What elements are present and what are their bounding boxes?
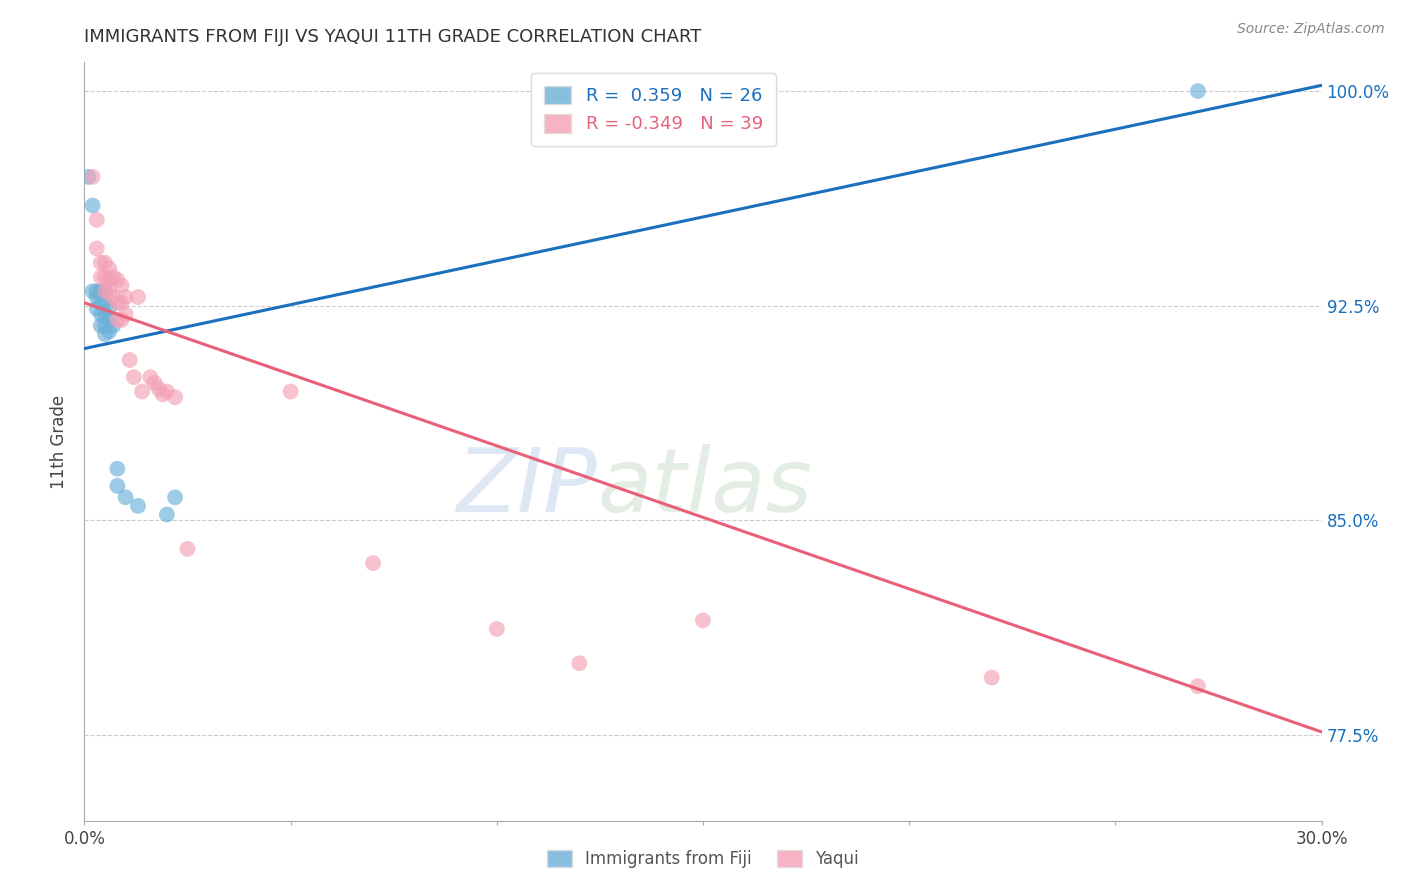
Point [1187,84,1209,98]
Point [152,387,174,401]
Text: IMMIGRANTS FROM FIJI VS YAQUI 11TH GRADE CORRELATION CHART: IMMIGRANTS FROM FIJI VS YAQUI 11TH GRADE… [84,28,702,45]
Point [103,318,125,333]
Point [105,295,128,310]
Point [361,556,384,570]
Point [139,370,162,384]
Point [143,376,166,390]
Point [105,461,128,475]
Point [90,318,112,333]
Point [86,285,108,299]
Point [98,313,121,327]
Point [568,657,591,671]
Point [90,270,112,285]
Point [1187,679,1209,693]
Point [105,479,128,493]
Point [82,285,104,299]
Point [94,256,117,270]
Point [90,307,112,321]
Point [86,212,108,227]
Point [127,499,149,513]
Point [86,241,108,255]
Point [110,313,132,327]
Legend: Immigrants from Fiji, Yaqui: Immigrants from Fiji, Yaqui [540,843,866,875]
Point [94,285,117,299]
Point [110,278,132,293]
Point [165,491,187,505]
Point [148,382,170,396]
Point [118,353,141,368]
Point [98,273,121,287]
Point [103,290,125,304]
Point [131,384,153,399]
Text: ZIP: ZIP [457,444,598,530]
Text: atlas: atlas [598,444,813,530]
Point [105,273,128,287]
Point [692,613,714,627]
Point [86,301,108,316]
Point [114,307,136,321]
Point [82,169,104,184]
Point [485,622,508,636]
Point [280,384,302,399]
Y-axis label: 11th Grade: 11th Grade [51,394,69,489]
Point [94,318,117,333]
Point [110,295,132,310]
Point [94,295,117,310]
Point [90,285,112,299]
Point [114,290,136,304]
Legend: R =  0.359   N = 26, R = -0.349   N = 39: R = 0.359 N = 26, R = -0.349 N = 39 [531,73,776,146]
Point [127,290,149,304]
Point [94,307,117,321]
Point [94,327,117,342]
Point [156,384,179,399]
Point [98,301,121,316]
Point [86,290,108,304]
Point [114,491,136,505]
Point [122,370,145,384]
Point [94,270,117,285]
Point [98,285,121,299]
Point [90,295,112,310]
Point [98,261,121,276]
Point [980,671,1002,685]
Point [82,198,104,212]
Point [98,325,121,339]
Point [156,508,179,522]
Point [77,169,100,184]
Point [105,313,128,327]
Point [94,285,117,299]
Point [176,541,198,556]
Point [90,256,112,270]
Point [103,270,125,285]
Text: Source: ZipAtlas.com: Source: ZipAtlas.com [1237,22,1385,37]
Point [165,390,187,404]
